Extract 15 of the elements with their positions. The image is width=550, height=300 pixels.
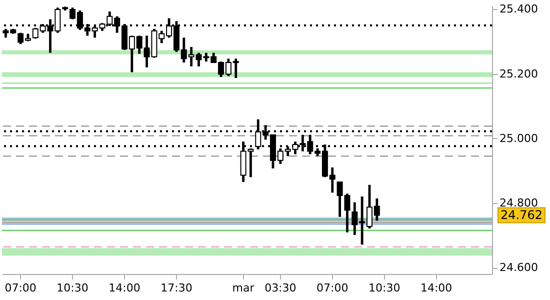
x-tick-label: 10:30 xyxy=(368,282,400,294)
x-tick-label: 03:30 xyxy=(264,282,296,294)
y-tick-label: 25.000 xyxy=(500,132,538,145)
x-tick-label: 14:00 xyxy=(108,282,140,294)
x-tick-label: 10:30 xyxy=(56,282,88,294)
y-tick-label: 24.600 xyxy=(500,261,538,274)
x-tick-label: 14:00 xyxy=(420,282,452,294)
x-tick-label: mar xyxy=(232,282,255,294)
y-tick-label: 25.200 xyxy=(500,67,538,80)
y-tick-label: 25.400 xyxy=(500,2,538,16)
x-tick-label: 07:00 xyxy=(4,282,36,294)
text: 24.762 xyxy=(500,208,542,222)
x-tick-label: 17:30 xyxy=(160,282,192,294)
y-tick-label: 24.800 xyxy=(500,196,538,210)
x-tick-label: 07:00 xyxy=(316,282,348,294)
